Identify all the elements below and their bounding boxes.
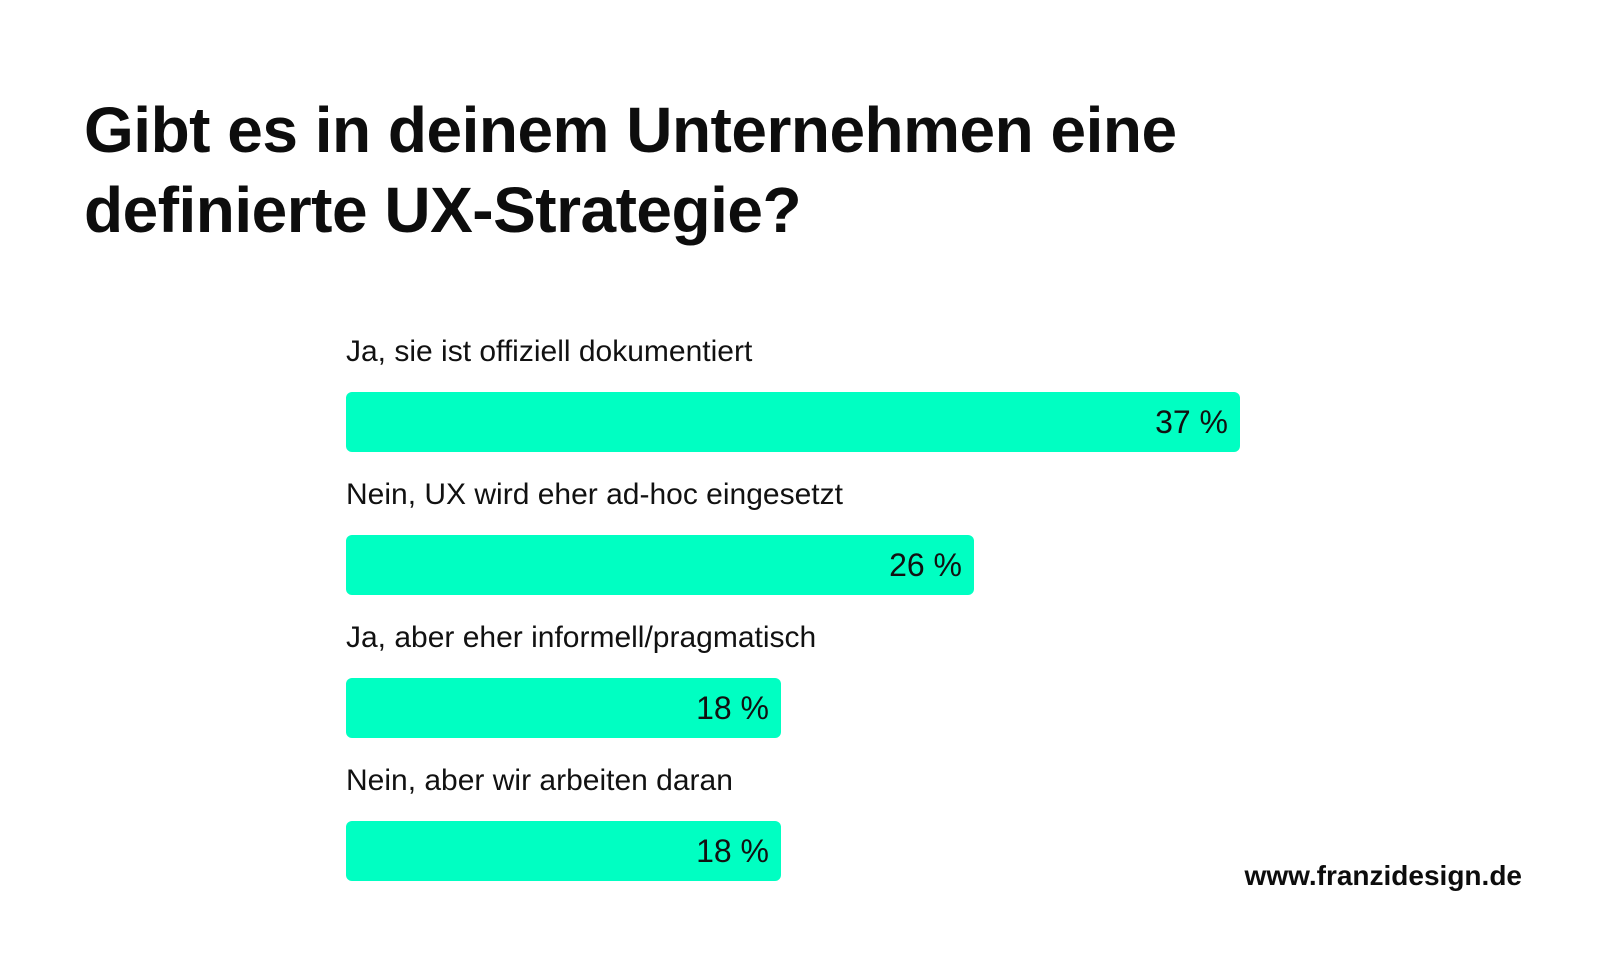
bar-row: Nein, UX wird eher ad-hoc eingesetzt 26 % bbox=[346, 475, 1346, 595]
bar-value-label: 37 % bbox=[1155, 404, 1228, 440]
bar-value-label: 18 % bbox=[696, 833, 769, 869]
bar-category-label: Nein, aber wir arbeiten daran bbox=[346, 764, 733, 797]
bar: 37 % bbox=[346, 392, 1240, 452]
bar-row: Nein, aber wir arbeiten daran 18 % bbox=[346, 761, 1346, 881]
bar: 18 % bbox=[346, 678, 781, 738]
bar-category-label: Nein, UX wird eher ad-hoc eingesetzt bbox=[346, 478, 843, 511]
bar-row: Ja, sie ist offiziell dokumentiert 37 % bbox=[346, 332, 1346, 452]
bar-value-label: 18 % bbox=[696, 690, 769, 726]
bar-category-label: Ja, aber eher informell/pragmatisch bbox=[346, 621, 817, 654]
bar: 18 % bbox=[346, 821, 781, 881]
bar-value-label: 26 % bbox=[889, 547, 962, 583]
chart-title: Gibt es in deinem Unternehmen eine defin… bbox=[84, 94, 1177, 246]
bar-chart: Ja, sie ist offiziell dokumentiert 37 % Ne… bbox=[346, 332, 1346, 892]
bar: 26 % bbox=[346, 535, 974, 595]
bar-category-label: Ja, sie ist offiziell dokumentiert bbox=[346, 335, 753, 368]
bar-row: Ja, aber eher informell/pragmatisch 18 % bbox=[346, 618, 1346, 738]
source-url: www.franzidesign.de bbox=[1244, 860, 1522, 891]
